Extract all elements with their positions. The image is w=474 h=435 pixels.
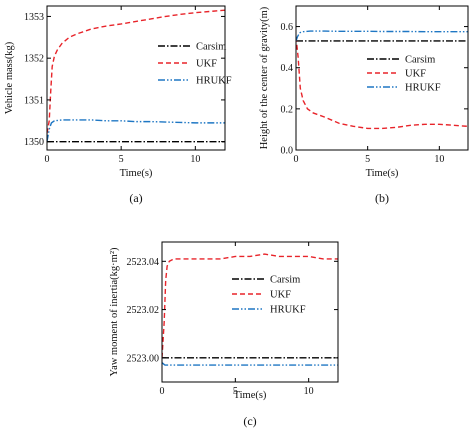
y-tick-label: 1353 [24,12,44,23]
y-tick-label: 1351 [24,95,44,106]
x-axis-label: Time(s) [234,390,267,401]
legend-label-hrukf: HRUKF [196,76,232,87]
series-line-hrukf [296,30,468,42]
legend-label-carsim: Carsim [405,55,435,66]
series-line-ukf [47,9,225,134]
chart-panel-1: 0 5 10 1350 1351 1352 1353 Time(s) Vehicle mass(… [4,5,232,205]
legend-label-ukf: UKF [196,59,217,70]
y-tick-label: 2523.00 [127,353,160,364]
x-axis-label: Time(s) [366,168,399,179]
y-tick-label: 0.6 [281,22,294,33]
x-tick-label: 5 [119,154,124,165]
series-line-ukf [296,36,468,130]
y-tick-label: 2523.04 [127,257,160,268]
series-line-ukf [162,253,338,358]
y-tick-label: 0.4 [281,63,294,74]
y-tick-label: 2523.02 [127,305,160,316]
legend-label-hrukf: HRUKF [405,83,441,94]
series-line-hrukf [47,119,225,142]
panel-label: (a) [129,191,142,205]
panel-label: (c) [243,414,256,428]
y-tick-label: 1352 [24,54,44,65]
x-tick-label: 10 [304,386,314,397]
x-tick-label: 10 [434,154,444,165]
y-tick-label: 0.0 [281,146,294,157]
x-tick-label: 10 [190,154,200,165]
legend-label-carsim: Carsim [196,42,226,53]
x-tick-label: 5 [233,386,238,397]
legend-label-carsim: Carsim [270,275,300,286]
x-axis-label: Time(s) [120,168,153,179]
x-tick-label: 0 [294,154,299,165]
legend-label-ukf: UKF [405,69,426,80]
chart-panel-2: 0 5 10 0.0 0.2 0.4 0.6 Time(s) Height of the cen… [259,5,469,205]
y-axis-label: Yaw moment of inertia(kg·m²) [109,247,120,376]
legend-label-hrukf: HRUKF [270,305,306,316]
y-axis-label: Height of the center of gravity(m) [259,6,270,149]
panel-label: (b) [375,191,389,205]
y-axis-label: Vehicle mass(kg) [4,41,15,114]
plot-frame [46,5,226,151]
x-tick-label: 5 [365,154,370,165]
plot-frame [295,5,469,151]
plot-frame [161,241,339,383]
y-tick-label: 0.2 [281,104,294,115]
series-line-hrukf [162,362,338,366]
x-tick-label: 0 [45,154,50,165]
x-tick-label: 0 [160,386,165,397]
y-tick-label: 1350 [24,137,44,148]
chart-panel-3: 0 5 10 2523.00 2523.02 2523.04 Time(s) Yaw mome… [109,241,339,428]
legend-label-ukf: UKF [270,290,291,301]
